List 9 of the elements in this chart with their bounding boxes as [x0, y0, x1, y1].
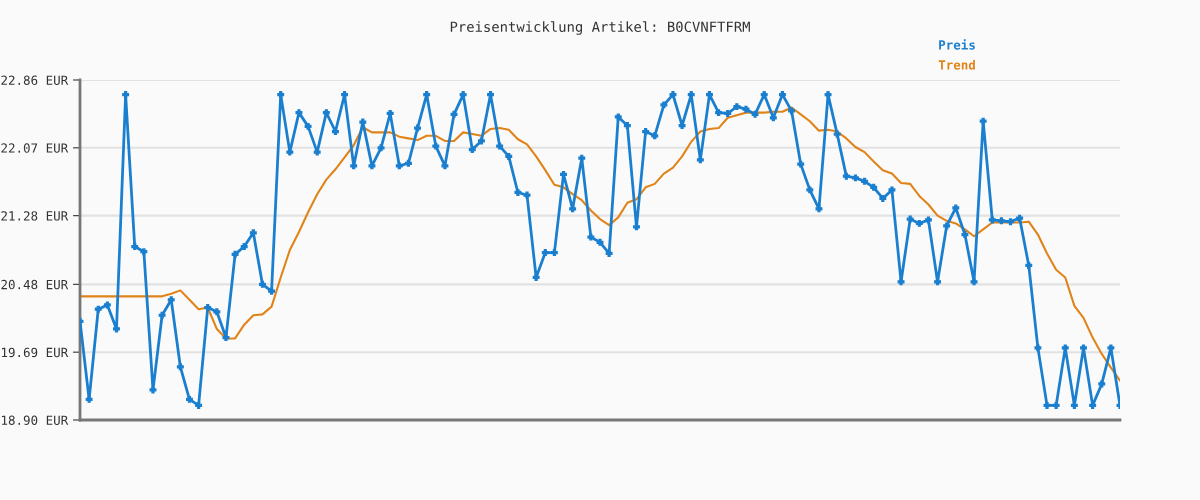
- chart-title: Preisentwicklung Artikel: B0CVNFTFRM: [450, 21, 750, 35]
- y-tick-label: 20.48 EUR: [1, 279, 69, 290]
- y-tick-label: 22.86 EUR: [1, 75, 69, 85]
- y-tick-label: 21.28 EUR: [1, 211, 69, 221]
- text: Trend: [938, 59, 975, 70]
- y-tick-label: 22.07 EUR: [1, 143, 69, 153]
- y-tick-label: 18.90 EUR: [1, 415, 69, 425]
- y-tick-label: 19.69 EUR: [1, 347, 69, 358]
- text: Preis: [939, 39, 975, 50]
